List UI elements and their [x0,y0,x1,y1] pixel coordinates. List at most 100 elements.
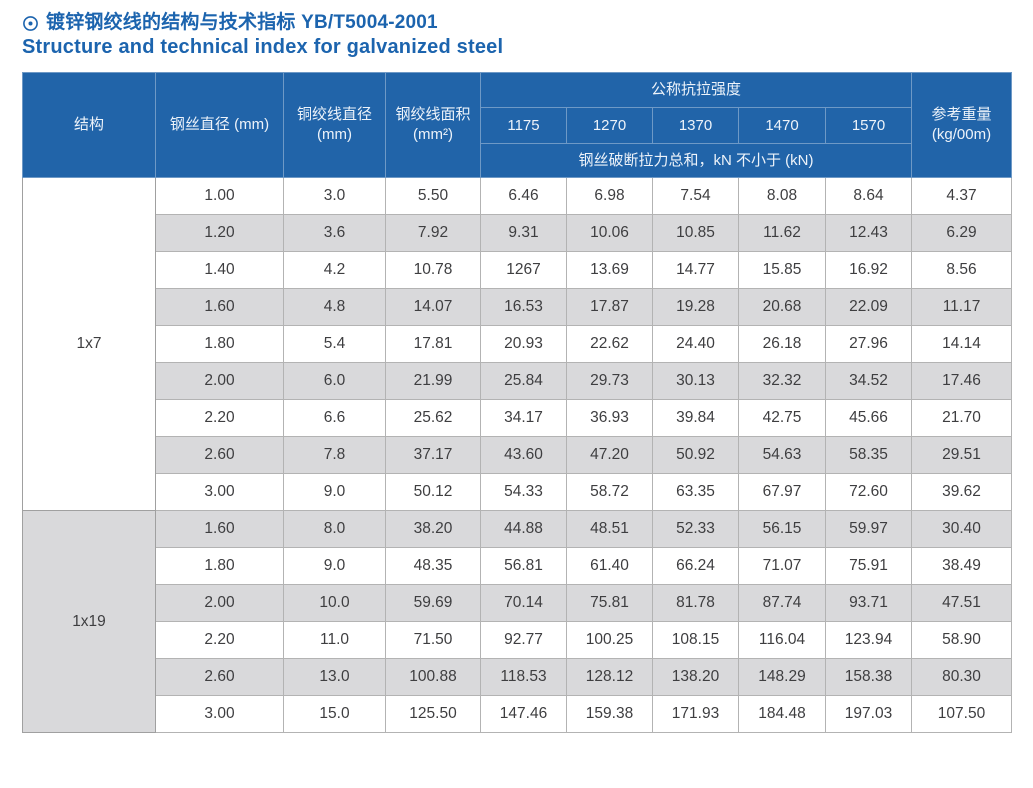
table-cell: 59.97 [824,510,913,548]
table-cell: 6.6 [283,399,386,437]
table-row: 1.80 9.0 48.35 56.81 61.40 66.24 71.07 75.91 38.… [23,547,1013,585]
table-cell: 2.20 [155,399,284,437]
table-cell: 67.97 [738,473,826,511]
table-cell: 25.62 [385,399,481,437]
header-breaking-force-note: 钢丝破断拉力总和，kN 不小于 (kN) [479,143,913,178]
table-cell: 56.15 [738,510,826,548]
table-cell: 52.33 [652,510,739,548]
table-cell: 14.07 [385,288,481,326]
table-cell: 158.38 [824,658,913,696]
table-cell: 8.0 [283,510,386,548]
table-cell: 75.91 [824,547,913,585]
table-cell: 30.13 [652,362,739,400]
table-cell: 6.0 [283,362,386,400]
table-cell: 72.60 [824,473,913,511]
table-cell: 1.60 [155,288,284,326]
table-cell: 8.08 [738,177,826,215]
table-cell: 6.29 [911,214,1013,252]
table-row: 2.00 6.0 21.99 25.84 29.73 30.13 32.32 34.52 17.… [23,362,1013,400]
table-cell: 8.64 [824,177,913,215]
header-reference-weight-line2: (kg/00m) [931,126,992,143]
table-cell: 81.78 [652,584,739,622]
table-row: 1.20 3.6 7.92 9.31 10.06 10.85 11.62 12.43 6.29 [23,214,1013,252]
table-cell: 10.78 [385,251,481,289]
table-cell: 1.60 [155,510,284,548]
table-cell: 5.4 [283,325,386,363]
table-cell: 63.35 [652,473,739,511]
table-cell: 2.00 [155,584,284,622]
table-cell: 118.53 [480,658,567,696]
table-cell: 44.88 [480,510,567,548]
header-strand-area: 钢绞线面积 (mm²) [385,72,481,178]
table-cell: 21.99 [385,362,481,400]
table-cell: 100.88 [385,658,481,696]
table-cell: 21.70 [911,399,1013,437]
table-cell: 1267 [480,251,567,289]
header-grade-1175: 1175 [480,107,567,144]
table-cell: 80.30 [911,658,1013,696]
table-row: 1.60 4.8 14.07 16.53 17.87 19.28 20.68 22.09 11.… [23,288,1013,326]
table-cell: 48.35 [385,547,481,585]
table-cell: 5.50 [385,177,481,215]
header-strand-diameter: 铜绞线直径 (mm) [283,72,386,178]
table-cell: 30.40 [911,510,1013,548]
table-cell: 58.35 [824,436,913,474]
table-cell: 9.0 [283,473,386,511]
table-cell: 4.8 [283,288,386,326]
table-cell: 2.20 [155,621,284,659]
table-cell: 54.63 [738,436,826,474]
spec-table-body: 1x7 1.00 3.0 5.50 6.46 6.98 7.54 8.08 8.64 4.37 1.… [22,177,1013,733]
table-cell: 20.68 [738,288,826,326]
table-cell: 11.0 [283,621,386,659]
table-cell: 22.09 [824,288,913,326]
table-cell: 1.00 [155,177,284,215]
table-cell: 3.6 [283,214,386,252]
table-cell: 116.04 [738,621,826,659]
table-cell: 171.93 [652,695,739,733]
header-strand-diameter-line2: (mm) [317,126,352,143]
header-strand-area-line1: 钢绞线面积 [395,106,471,123]
table-cell: 125.50 [385,695,481,733]
header-reference-weight: 参考重量 (kg/00m) [911,72,1013,178]
table-cell: 43.60 [480,436,567,474]
table-row: 1x7 1.00 3.0 5.50 6.46 6.98 7.54 8.08 8.64 4.37 [22,177,1013,511]
table-cell: 148.29 [738,658,826,696]
table-cell: 27.96 [824,325,913,363]
table-row: 1.40 4.2 10.78 1267 13.69 14.77 15.85 16.92 8.56 [23,251,1013,289]
table-cell: 4.2 [283,251,386,289]
table-cell: 17.81 [385,325,481,363]
page-title-en: Structure and technical index for galvan… [22,36,504,58]
table-cell: 45.66 [824,399,913,437]
table-cell: 22.62 [566,325,653,363]
table-cell: 13.0 [283,658,386,696]
table-cell: 50.12 [385,473,481,511]
table-cell: 9.0 [283,547,386,585]
table-cell: 54.33 [480,473,567,511]
table-cell: 12.43 [824,214,913,252]
table-row: 2.60 13.0 100.88 118.53 128.12 138.20 148.29 15… [23,658,1013,696]
table-cell: 8.56 [911,251,1013,289]
table-cell: 71.50 [385,621,481,659]
table-cell: 128.12 [566,658,653,696]
table-cell: 7.54 [652,177,739,215]
table-cell: 3.0 [283,177,386,215]
header-strand-diameter-line1: 铜绞线直径 [296,106,372,123]
table-cell: 1.40 [155,251,284,289]
header-grade-1570: 1570 [824,107,913,144]
table-cell: 2.60 [155,436,284,474]
structure-cell: 1x7 [22,177,156,511]
table-cell: 2.00 [155,362,284,400]
table-cell: 87.74 [738,584,826,622]
table-row: 2.60 7.8 37.17 43.60 47.20 50.92 54.63 58.35 29.… [23,436,1013,474]
table-cell: 184.48 [738,695,826,733]
table-cell: 36.93 [566,399,653,437]
table-cell: 15.85 [738,251,826,289]
table-cell: 39.62 [911,473,1013,511]
table-cell: 59.69 [385,584,481,622]
table-cell: 25.84 [480,362,567,400]
table-cell: 7.92 [385,214,481,252]
table-cell: 71.07 [738,547,826,585]
table-cell: 37.17 [385,436,481,474]
table-cell: 6.46 [480,177,567,215]
title-line-zh: 镀锌钢绞线的结构与技术指标 YB/T5004-2001 [22,10,1011,35]
